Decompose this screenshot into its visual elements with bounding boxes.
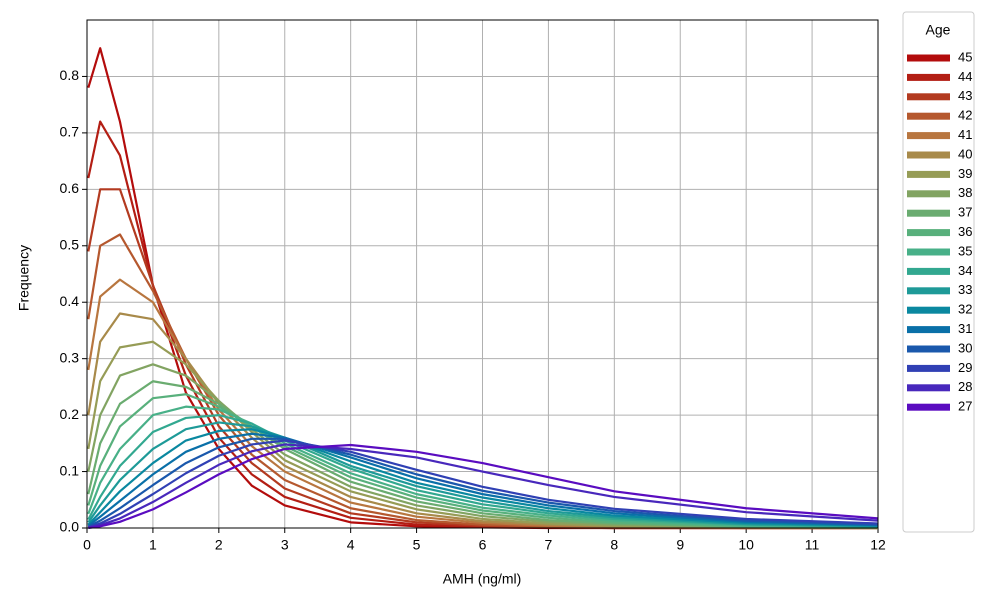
line: [87, 405, 879, 529]
legend-label: 45: [958, 49, 972, 64]
y-axis-label: Frequency: [16, 245, 32, 311]
y-tick-label: 0.3: [60, 349, 80, 365]
legend-label: 37: [958, 205, 972, 220]
legend-swatch: [907, 287, 950, 295]
legend-swatch: [907, 93, 950, 101]
legend-label: 39: [958, 166, 972, 181]
legend-swatch: [907, 403, 950, 411]
legend-swatch: [907, 73, 950, 81]
x-tick-label: 10: [738, 537, 754, 553]
legend-swatch: [907, 267, 950, 275]
legend-label: 42: [958, 108, 972, 123]
legend-label: 29: [958, 360, 972, 375]
plot-frame: [86, 19, 879, 529]
legend-swatch: [907, 384, 950, 392]
x-tick-label: 11: [805, 537, 820, 553]
line: [87, 439, 879, 529]
y-tick-label: 0.4: [60, 293, 80, 309]
x-tick-label: 0: [83, 537, 91, 553]
legend-label: 43: [958, 88, 972, 103]
legend-label: 36: [958, 224, 972, 239]
line: [87, 363, 879, 530]
legend-label: 27: [958, 399, 972, 414]
legend-swatch: [907, 326, 950, 334]
line: [87, 340, 879, 530]
line: [87, 432, 879, 527]
line: [87, 233, 878, 530]
x-tick-label: 5: [413, 537, 421, 553]
legend-label: 32: [958, 302, 972, 317]
y-tick-label: 0.2: [60, 406, 80, 422]
x-tick-label: 4: [347, 537, 355, 553]
x-tick-label: 1: [149, 537, 157, 553]
legend-label: 28: [958, 379, 972, 394]
x-tick-label: 7: [545, 537, 553, 553]
x-axis-label: AMH (ng/ml): [443, 571, 522, 587]
x-tick-label: 2: [215, 537, 223, 553]
legend-swatch: [907, 190, 950, 198]
y-tick-label: 0.8: [60, 67, 80, 83]
x-tick-label: 3: [281, 537, 289, 553]
legend-swatch: [907, 170, 950, 178]
legend-swatch: [907, 345, 950, 353]
legend-swatch: [907, 132, 950, 140]
legend-swatch: [907, 306, 950, 314]
legend-swatch: [907, 364, 950, 372]
legend-swatch: [907, 248, 950, 256]
legend-swatch: [907, 151, 950, 159]
x-tick-label: 8: [610, 537, 618, 553]
legend-label: 40: [958, 146, 972, 161]
line: [88, 443, 879, 529]
legend-label: 35: [958, 243, 972, 258]
legend-label: 41: [958, 127, 972, 142]
y-tick-label: 0.0: [60, 519, 80, 535]
legend-label: 30: [958, 340, 972, 355]
legend-label: 44: [958, 69, 972, 84]
line: [88, 443, 879, 530]
line: [87, 312, 879, 530]
legend-swatch: [907, 209, 950, 217]
line: [87, 393, 879, 529]
x-tick-label: 12: [870, 537, 886, 553]
legend-swatch: [907, 54, 950, 62]
line: [87, 437, 879, 528]
legend: 45 44 43 42 41 40 39 38 37 36 35 34 33 32 31 30 29 28 27: [907, 49, 972, 414]
y-tick-label: 0.6: [60, 180, 80, 196]
legend-label: 33: [958, 282, 972, 297]
x-tick-label: 9: [676, 537, 684, 553]
y-tick-label: 0.1: [60, 462, 80, 478]
legend-label: 31: [958, 321, 972, 336]
legend-title: Age: [926, 22, 951, 38]
legend-label: 38: [958, 185, 972, 200]
legend-swatch: [907, 112, 950, 120]
line: [87, 47, 878, 530]
y-tick-label: 0.7: [60, 124, 80, 140]
line: [87, 120, 878, 530]
x-tick-label: 6: [479, 537, 487, 553]
legend-swatch: [907, 229, 950, 237]
y-tick-label: 0.5: [60, 236, 80, 252]
legend-label: 34: [958, 263, 972, 278]
